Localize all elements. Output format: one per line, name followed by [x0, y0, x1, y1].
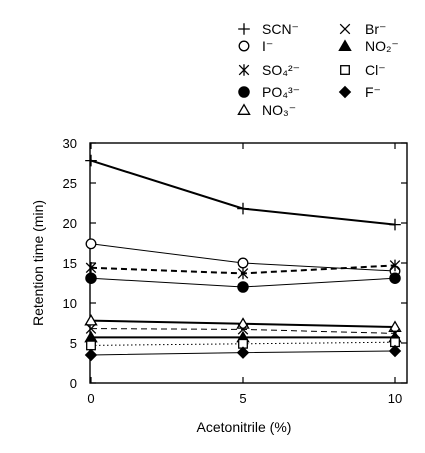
legend-label: SO₄²⁻: [262, 62, 300, 78]
y-tick-label: 15: [63, 256, 77, 271]
series-9: [84, 344, 402, 362]
y-axis-title: Retention time (min): [30, 200, 46, 326]
data-point: [86, 340, 96, 351]
x-tick-label: 10: [388, 391, 402, 406]
data-point: [84, 348, 98, 362]
legend-marker: [238, 40, 250, 52]
legend-item: Cl⁻: [340, 62, 386, 78]
legend-label: Cl⁻: [365, 62, 386, 78]
legend-item: NO₃⁻: [237, 102, 296, 118]
legend-item: NO₂⁻: [338, 38, 399, 54]
legend: SCN⁻I⁻ SO₄²⁻ PO₄³⁻ NO₃⁻ Br⁻NO₂⁻ Cl⁻ F⁻: [237, 21, 399, 118]
data-point: [84, 314, 98, 326]
data-point: [389, 218, 401, 231]
x-axis-title: Acetonitrile (%): [197, 419, 292, 435]
axis-ticks: 0 5 10 15 20 25 30 0 5 10: [63, 136, 407, 406]
data-point: [237, 281, 249, 293]
legend-marker: [238, 23, 250, 35]
data-point: [389, 272, 401, 284]
data-point: [85, 154, 97, 167]
legend-item: F⁻: [338, 84, 381, 100]
legend-marker: [238, 64, 250, 76]
legend-label: SCN⁻: [262, 21, 299, 37]
y-tick-label: 20: [63, 216, 77, 231]
legend-marker: [340, 65, 350, 75]
data-point: [85, 262, 97, 274]
x-tick-label: 0: [87, 391, 94, 406]
legend-label: PO₄³⁻: [262, 84, 300, 100]
legend-item: SCN⁻: [238, 21, 299, 37]
data-point: [237, 267, 249, 280]
y-tick-label: 0: [70, 376, 77, 391]
legend-label: NO₂⁻: [365, 38, 399, 54]
legend-label: F⁻: [365, 84, 381, 100]
series-1: [85, 154, 401, 231]
legend-label: NO₃⁻: [262, 102, 296, 118]
series-4: [85, 272, 401, 293]
y-tick-label: 10: [63, 296, 77, 311]
series-layer: [84, 154, 402, 362]
data-point: [237, 202, 249, 215]
data-point: [85, 272, 97, 284]
data-point: [237, 257, 249, 269]
y-tick-label: 30: [63, 136, 77, 151]
legend-marker: [237, 103, 251, 115]
legend-marker: [238, 86, 250, 98]
legend-item: SO₄²⁻: [238, 62, 300, 78]
legend-item: I⁻: [238, 38, 273, 54]
legend-marker: [338, 39, 352, 51]
legend-marker: [338, 85, 352, 99]
legend-item: Br⁻: [339, 21, 386, 37]
y-tick-label: 25: [63, 176, 77, 191]
legend-item: PO₄³⁻: [238, 84, 300, 100]
data-point: [237, 324, 249, 335]
data-point: [85, 238, 97, 250]
legend-label: I⁻: [262, 38, 273, 54]
series-3: [85, 259, 401, 280]
legend-label: Br⁻: [365, 21, 386, 37]
data-point: [236, 346, 250, 359]
x-tick-label: 5: [239, 391, 246, 406]
data-point: [388, 344, 402, 358]
data-point: [389, 259, 401, 272]
legend-marker: [339, 23, 351, 35]
y-tick-label: 5: [70, 336, 77, 351]
data-point: [85, 323, 97, 334]
series-line: [90, 159, 396, 226]
series-5: [84, 314, 402, 332]
